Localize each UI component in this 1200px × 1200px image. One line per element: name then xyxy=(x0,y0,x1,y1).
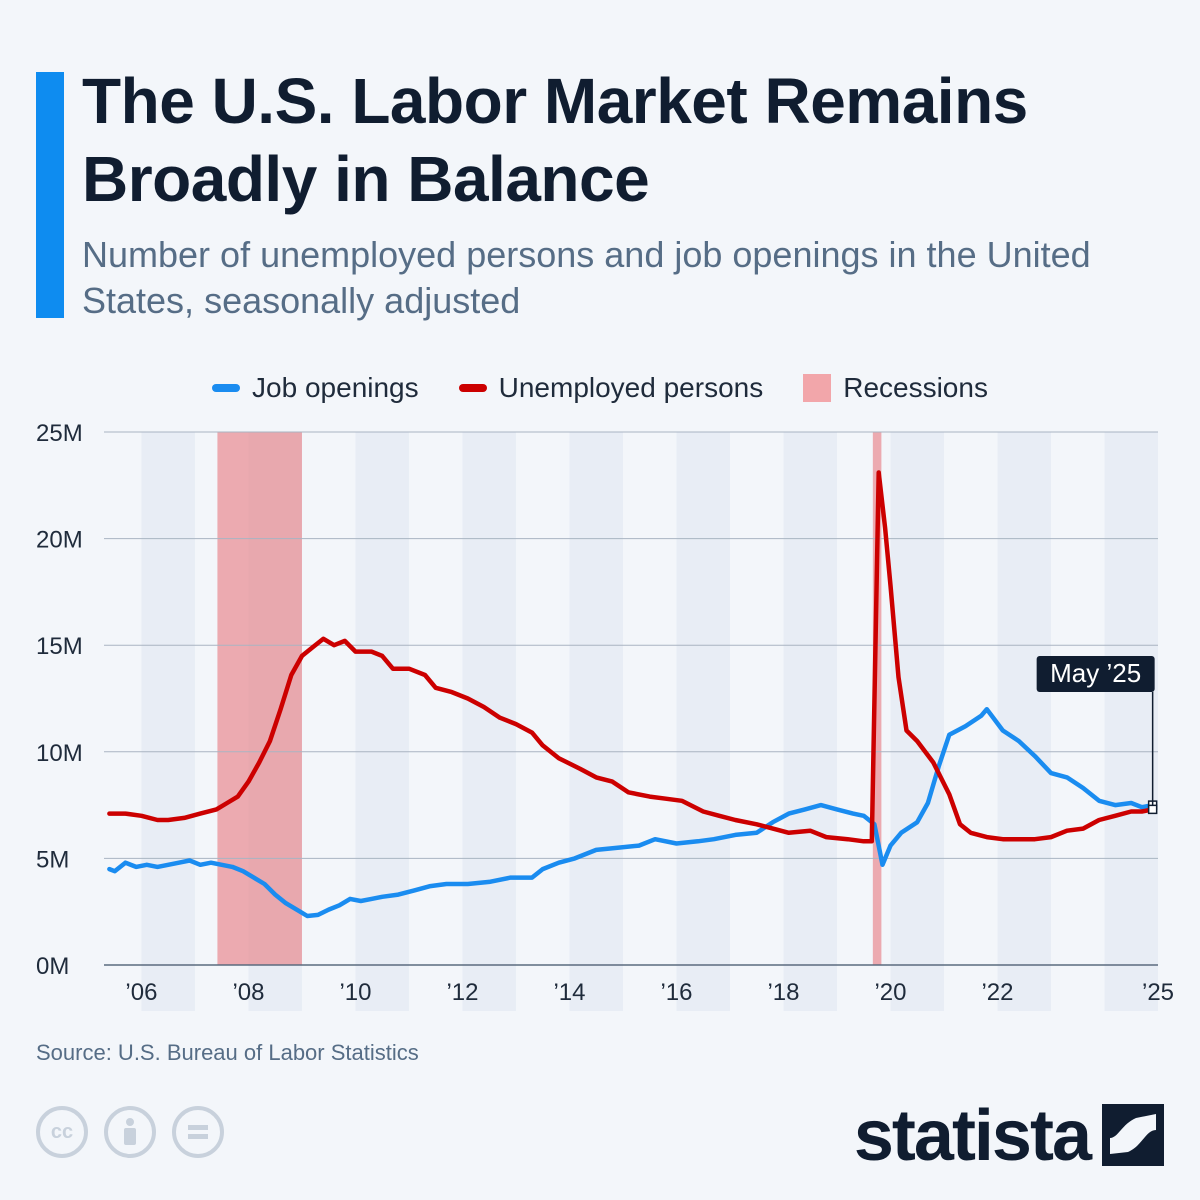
year-band xyxy=(569,432,623,1011)
accent-bar xyxy=(36,72,64,318)
callout-label: May ’25 xyxy=(1050,658,1141,688)
statista-mark-icon xyxy=(1102,1104,1164,1166)
y-tick-label: 20M xyxy=(36,527,83,554)
no-derivatives-icon[interactable] xyxy=(172,1106,224,1158)
statista-logo[interactable]: statista xyxy=(853,1096,1092,1176)
unemployed-endpoint xyxy=(1147,804,1158,815)
year-band xyxy=(676,432,730,1011)
x-axis: ’06 ’08 ’10 ’12 ’14 ’16 ’18 ’20 ’22 ’25 xyxy=(125,979,1174,1006)
y-tick-label: 10M xyxy=(36,740,83,767)
equals-glyph xyxy=(188,1125,208,1139)
year-band xyxy=(997,432,1051,1011)
unemployed-persons-line xyxy=(107,470,1155,844)
x-tick-label: ’18 xyxy=(767,979,799,1006)
x-tick-label: ’10 xyxy=(339,979,371,1006)
y-tick-label: 25M xyxy=(36,420,83,447)
x-tick-label: ’14 xyxy=(553,979,585,1006)
year-band xyxy=(355,432,409,1011)
recession-bands xyxy=(217,432,882,965)
line-chart: 0M 5M 10M 15M 20M 25M ’06 ’08 ’10 ’12 ’14 ’16 ’18 ’2… xyxy=(36,420,1174,1011)
job-openings-line xyxy=(107,706,1155,919)
recession-band xyxy=(872,432,882,965)
legend: Job openings Unemployed persons Recessio… xyxy=(0,372,1200,404)
legend-label-job-openings: Job openings xyxy=(252,372,419,403)
recession-band xyxy=(217,432,302,965)
legend-item-job-openings[interactable]: Job openings xyxy=(212,372,419,404)
callout-box xyxy=(1036,656,1155,692)
x-tick-label: ’08 xyxy=(232,979,264,1006)
grid-lines xyxy=(104,431,1158,966)
x-tick-label: ’06 xyxy=(125,979,157,1006)
legend-label-recessions: Recessions xyxy=(843,372,988,403)
y-tick-label: 5M xyxy=(36,846,69,873)
year-bands xyxy=(141,432,1158,1011)
chart-subtitle: Number of unemployed persons and job ope… xyxy=(82,234,1091,321)
x-tick-label: ’25 xyxy=(1142,979,1174,1006)
cc-icon[interactable]: cc xyxy=(36,1106,88,1158)
attribution-icon[interactable] xyxy=(104,1106,156,1158)
y-tick-label: 15M xyxy=(36,633,83,660)
x-tick-label: ’16 xyxy=(660,979,692,1006)
may-25-callout: May ’25 xyxy=(1036,656,1155,806)
year-band xyxy=(890,432,944,1011)
y-tick-label: 0M xyxy=(36,953,69,980)
legend-swatch-unemployed xyxy=(458,384,487,392)
year-band xyxy=(141,432,195,1011)
x-tick-label: ’20 xyxy=(874,979,906,1006)
legend-swatch-recessions xyxy=(803,374,832,402)
y-axis: 0M 5M 10M 15M 20M 25M xyxy=(36,420,83,980)
x-tick-label: ’22 xyxy=(981,979,1013,1006)
license-icons: cc xyxy=(36,1106,224,1158)
year-band xyxy=(783,432,837,1011)
legend-swatch-job-openings xyxy=(212,384,241,392)
legend-item-recessions[interactable]: Recessions xyxy=(803,372,988,404)
year-band xyxy=(1104,432,1158,1011)
person-glyph xyxy=(124,1118,136,1145)
legend-label-unemployed: Unemployed persons xyxy=(498,372,764,403)
legend-item-unemployed[interactable]: Unemployed persons xyxy=(458,372,764,404)
x-tick-label: ’12 xyxy=(446,979,478,1006)
source-note: Source: U.S. Bureau of Labor Statistics xyxy=(36,1040,419,1065)
chart-title: The U.S. Labor Market Remains Broadly in… xyxy=(82,65,1028,215)
